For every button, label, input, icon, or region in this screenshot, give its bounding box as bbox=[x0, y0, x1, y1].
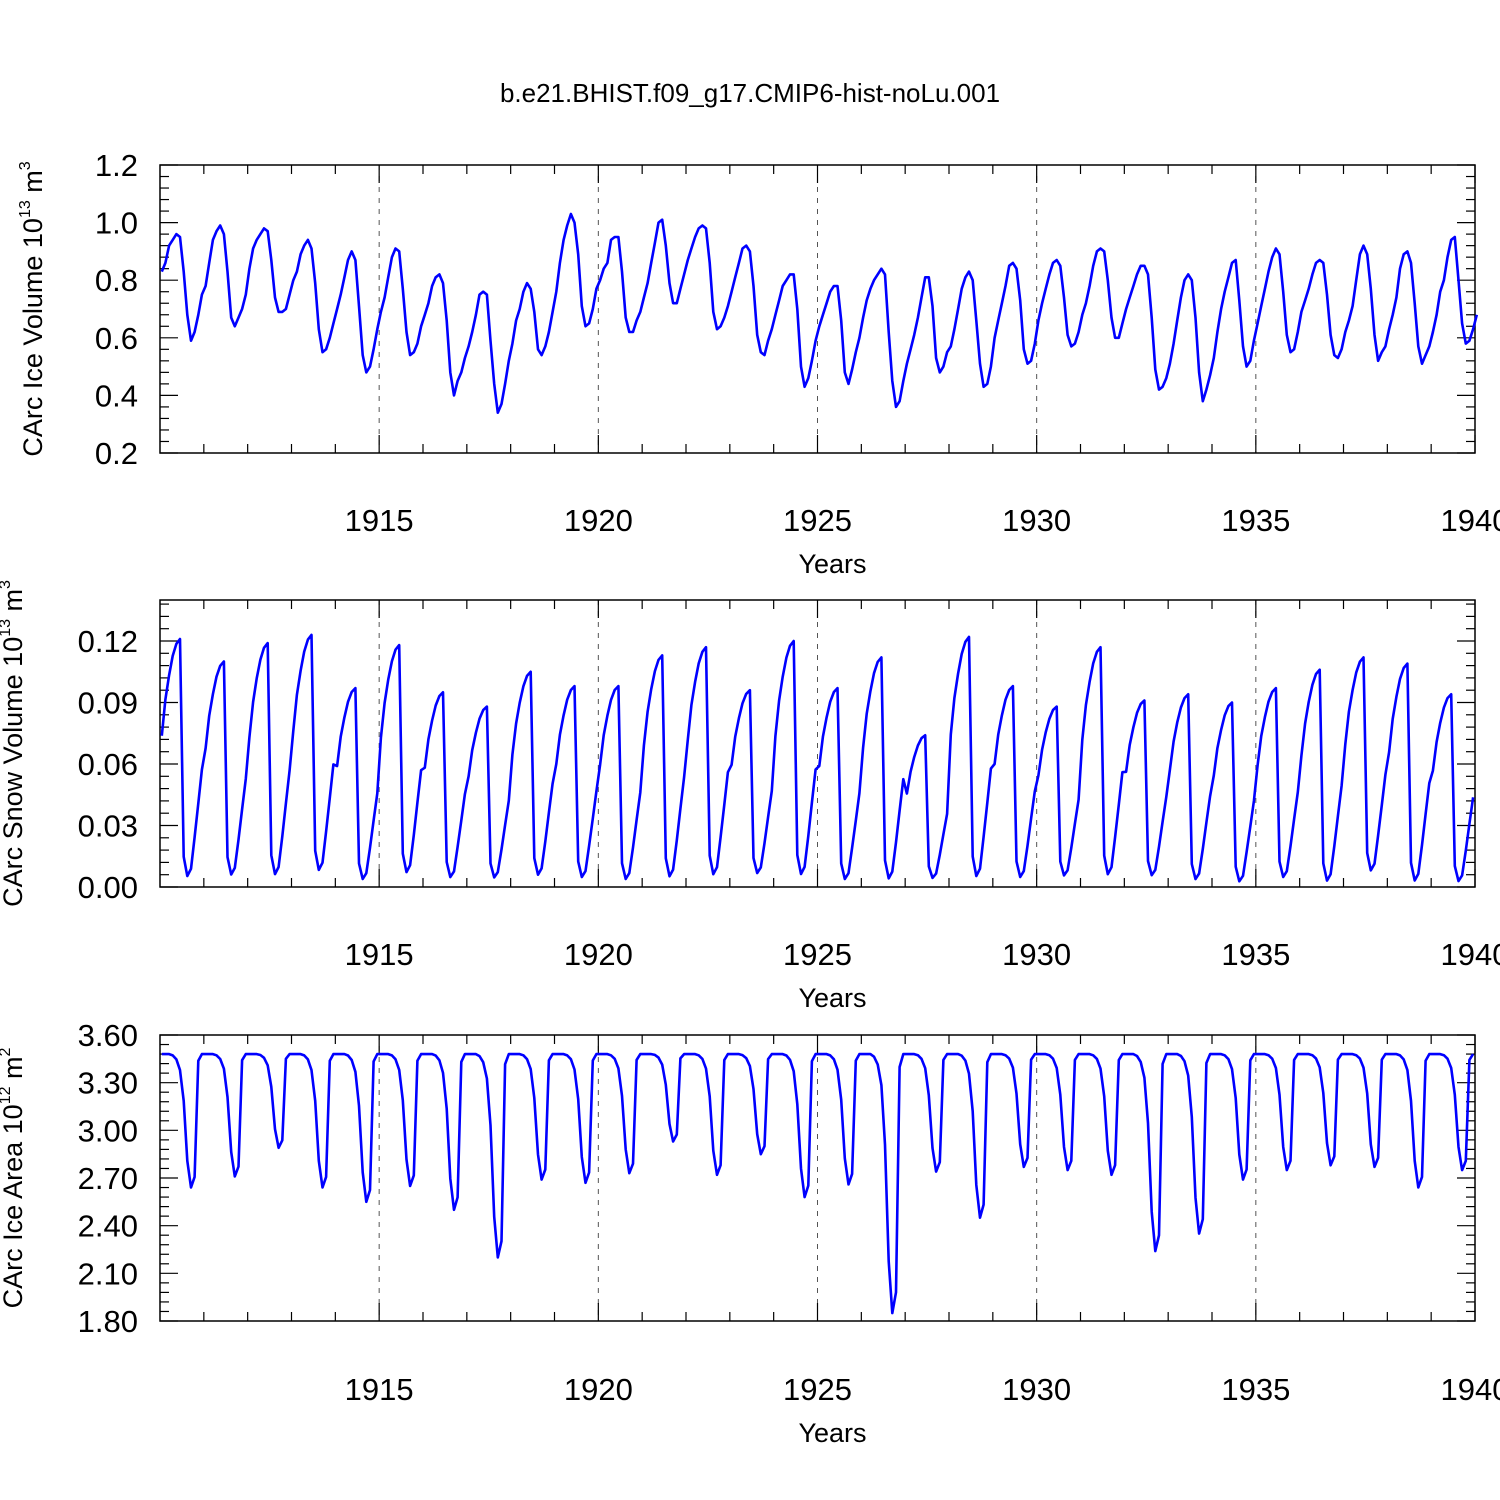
y-tick-label: 3.00 bbox=[78, 1113, 138, 1148]
y-tick-label: 0.00 bbox=[78, 870, 138, 905]
x-tick-label: 1925 bbox=[783, 1372, 852, 1407]
y-tick-label: 0.12 bbox=[78, 624, 138, 659]
y-tick-label: 1.0 bbox=[95, 206, 138, 241]
y-axis-label: CArc Snow Volume 1013 m3 bbox=[0, 580, 28, 907]
y-tick-label: 3.30 bbox=[78, 1066, 138, 1101]
panel-ice-area: 1.80 2.10 2.40 2.70 3.00 3.30 3.60 1915 1920 1925… bbox=[0, 1018, 1500, 1448]
x-tick-label: 1915 bbox=[345, 937, 414, 972]
y-tick-label: 1.2 bbox=[95, 148, 138, 183]
x-tick-label: 1935 bbox=[1221, 1372, 1290, 1407]
x-tick-label: 1925 bbox=[783, 937, 852, 972]
x-tick-label: 1940 bbox=[1441, 503, 1500, 538]
panel-snow-volume: 0.00 0.03 0.06 0.09 0.12 1915 1920 1925 1930 1935… bbox=[0, 580, 1500, 1013]
y-tick-label: 0.2 bbox=[95, 436, 138, 471]
y-tick-label: 0.03 bbox=[78, 809, 138, 844]
x-tick-label: 1930 bbox=[1002, 937, 1071, 972]
y-tick-label: 0.6 bbox=[95, 321, 138, 356]
x-tick-label: 1920 bbox=[564, 937, 633, 972]
x-tick-label: 1940 bbox=[1441, 1372, 1500, 1407]
data-series-line bbox=[160, 633, 1475, 883]
x-tick-label: 1920 bbox=[564, 503, 633, 538]
y-tick-label: 2.40 bbox=[78, 1209, 138, 1244]
x-tick-label: 1920 bbox=[564, 1372, 633, 1407]
x-axis-label: Years bbox=[798, 1418, 866, 1448]
data-series-line bbox=[161, 1052, 1475, 1315]
panel-ice-volume: 0.2 0.4 0.6 0.8 1.0 1.2 1915 1920 1925 1930 1935 19… bbox=[17, 148, 1500, 579]
x-axis-label: Years bbox=[798, 983, 866, 1013]
y-tick-label: 1.80 bbox=[78, 1304, 138, 1339]
x-axis-label: Years bbox=[798, 549, 866, 579]
figure-title: b.e21.BHIST.f09_g17.CMIP6-hist-noLu.001 bbox=[500, 78, 1000, 108]
x-tick-label: 1930 bbox=[1002, 1372, 1071, 1407]
x-tick-label: 1915 bbox=[345, 1372, 414, 1407]
data-series-line bbox=[160, 212, 1479, 415]
x-tick-label: 1925 bbox=[783, 503, 852, 538]
x-tick-label: 1915 bbox=[345, 503, 414, 538]
y-tick-label: 0.4 bbox=[95, 378, 138, 413]
y-axis-label: CArc Ice Volume 1013 m3 bbox=[17, 161, 48, 456]
x-tick-label: 1930 bbox=[1002, 503, 1071, 538]
y-tick-label: 3.60 bbox=[78, 1018, 138, 1053]
y-tick-label: 0.09 bbox=[78, 686, 138, 721]
x-tick-label: 1935 bbox=[1221, 503, 1290, 538]
y-tick-label: 2.10 bbox=[78, 1256, 138, 1291]
y-tick-label: 0.8 bbox=[95, 263, 138, 298]
y-tick-label: 0.06 bbox=[78, 747, 138, 782]
x-tick-label: 1935 bbox=[1221, 937, 1290, 972]
y-tick-label: 2.70 bbox=[78, 1161, 138, 1196]
y-axis-label: CArc Ice Area 1012 m2 bbox=[0, 1048, 28, 1309]
x-tick-label: 1940 bbox=[1441, 937, 1500, 972]
